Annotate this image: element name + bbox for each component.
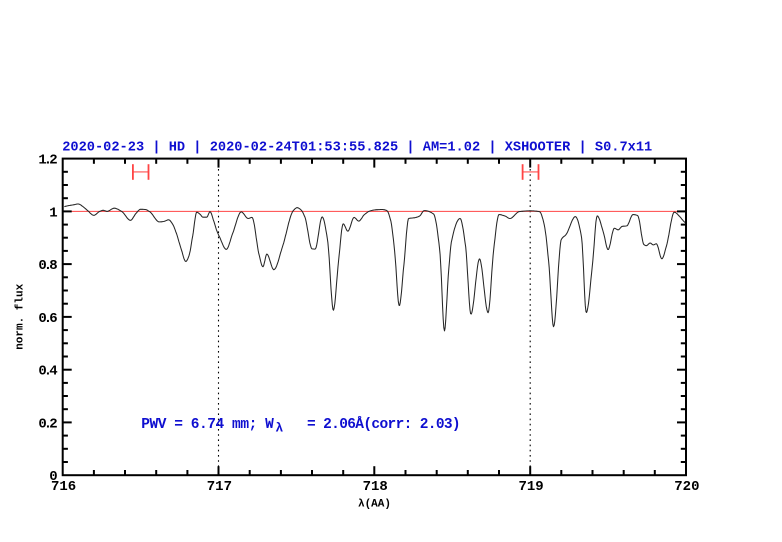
svg-text:1.2: 1.2	[38, 153, 57, 169]
svg-text:717: 717	[207, 479, 232, 495]
svg-text:719: 719	[518, 479, 543, 495]
svg-text:λ(AA): λ(AA)	[358, 498, 391, 510]
svg-text:720: 720	[674, 479, 699, 495]
svg-text:0.2: 0.2	[38, 416, 57, 432]
svg-text:norm. flux: norm. flux	[15, 283, 27, 349]
svg-text:0: 0	[49, 469, 57, 485]
svg-text:0.4: 0.4	[38, 364, 57, 380]
svg-text:PWV = 6.74 mm; Wλ= 2.06Å(corr: PWV = 6.74 mm; Wλ = 2.06Å(corr: 2.03)	[141, 416, 460, 436]
svg-text:2020-02-23 | HD | 2020-02-24T0: 2020-02-23 | HD | 2020-02-24T01:53:55.82…	[62, 140, 652, 155]
svg-text:718: 718	[363, 479, 388, 495]
svg-text:0.6: 0.6	[38, 311, 57, 327]
svg-text:716: 716	[51, 479, 76, 495]
svg-text:0.8: 0.8	[38, 258, 57, 274]
svg-text:1: 1	[49, 205, 57, 221]
